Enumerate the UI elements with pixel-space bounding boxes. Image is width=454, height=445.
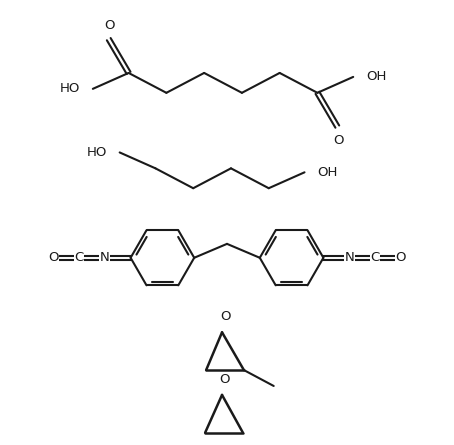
Text: O: O [48, 251, 59, 264]
Text: HO: HO [86, 146, 107, 159]
Text: C: C [370, 251, 380, 264]
Text: N: N [100, 251, 110, 264]
Text: OH: OH [366, 70, 386, 83]
Text: O: O [220, 310, 230, 324]
Text: OH: OH [317, 166, 338, 179]
Text: C: C [74, 251, 84, 264]
Text: O: O [395, 251, 406, 264]
Text: HO: HO [59, 82, 80, 95]
Text: O: O [333, 134, 344, 146]
Text: O: O [104, 19, 115, 32]
Text: N: N [344, 251, 354, 264]
Text: O: O [219, 373, 229, 386]
